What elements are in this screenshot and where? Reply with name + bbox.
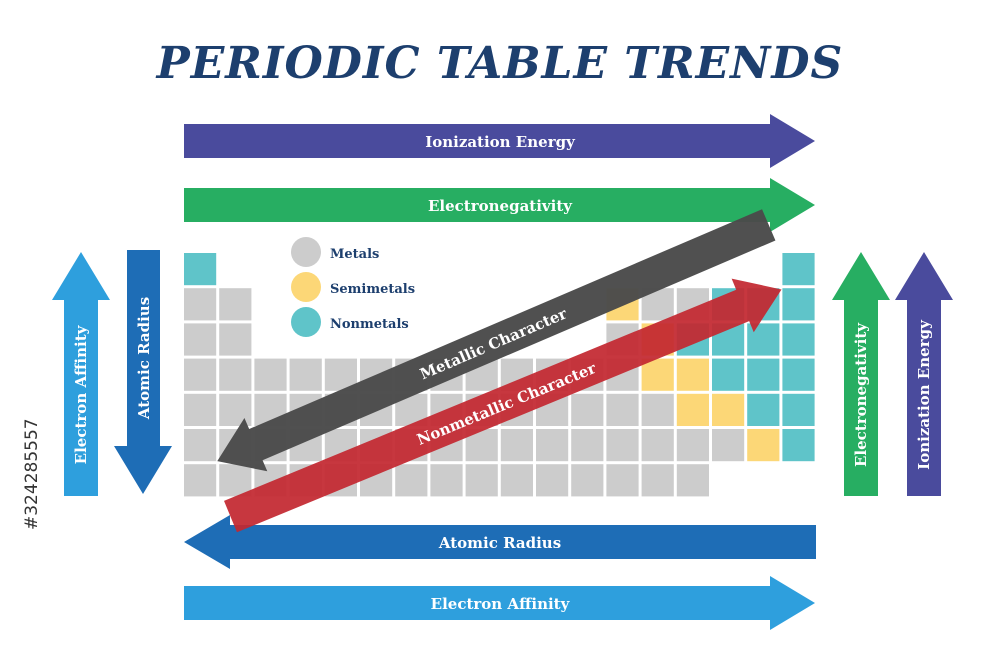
- electron-affinity-arrow-left: Electron Affinity: [52, 252, 110, 496]
- element-cell: [184, 253, 217, 286]
- electron-affinity-arrow-bottom: Electron Affinity: [184, 576, 815, 630]
- element-cell: [747, 393, 780, 426]
- legend-label-semimetals: Semimetals: [330, 282, 415, 297]
- element-cell: [254, 358, 287, 391]
- element-cell: [676, 429, 709, 462]
- ionization-energy-arrow-top: Ionization Energy: [184, 114, 815, 168]
- element-cell: [536, 464, 569, 497]
- element-cell: [289, 358, 322, 391]
- legend: Metals Semimetals Nonmetals: [291, 237, 415, 337]
- element-cell: [606, 464, 639, 497]
- electronegativity-label-top: Electronegativity: [428, 197, 573, 215]
- element-cell: [747, 358, 780, 391]
- element-cell: [641, 358, 674, 391]
- element-cell: [782, 358, 815, 391]
- atomic-radius-arrow-left: Atomic Radius: [114, 250, 172, 494]
- element-cell: [184, 323, 217, 356]
- element-cell: [536, 429, 569, 462]
- element-cell: [782, 288, 815, 321]
- element-cell: [465, 464, 498, 497]
- electronegativity-label-right: Electronegativity: [852, 322, 870, 467]
- element-cell: [500, 429, 533, 462]
- element-cell: [641, 429, 674, 462]
- element-cell: [712, 393, 745, 426]
- legend-swatch-semimetals: [291, 272, 321, 302]
- legend-label-metals: Metals: [330, 247, 379, 262]
- electron-affinity-label-left: Electron Affinity: [72, 324, 90, 464]
- element-cell: [184, 358, 217, 391]
- legend-swatch-metals: [291, 237, 321, 267]
- atomic-radius-label-left: Atomic Radius: [135, 297, 153, 420]
- element-cell: [219, 288, 252, 321]
- element-cell: [747, 429, 780, 462]
- ionization-energy-label-top: Ionization Energy: [425, 133, 576, 151]
- stock-image-id: #324285557: [22, 418, 42, 530]
- element-cell: [641, 393, 674, 426]
- element-cell: [782, 323, 815, 356]
- element-cell: [219, 464, 252, 497]
- element-cell: [184, 288, 217, 321]
- ionization-energy-arrow-right: Ionization Energy: [895, 252, 953, 496]
- element-cell: [184, 393, 217, 426]
- element-cell: [571, 393, 604, 426]
- legend-swatch-nonmetals: [291, 307, 321, 337]
- atomic-radius-arrow-bottom: Atomic Radius: [184, 515, 816, 569]
- element-cell: [395, 464, 428, 497]
- element-cell: [184, 429, 217, 462]
- element-cell: [747, 323, 780, 356]
- element-cell: [676, 358, 709, 391]
- element-cell: [571, 429, 604, 462]
- electronegativity-arrow-top: Electronegativity: [184, 178, 815, 232]
- element-cell: [571, 464, 604, 497]
- element-cell: [219, 393, 252, 426]
- element-cell: [219, 358, 252, 391]
- element-cell: [782, 253, 815, 286]
- legend-label-nonmetals: Nonmetals: [330, 317, 409, 332]
- element-cell: [641, 464, 674, 497]
- atomic-radius-label-bottom: Atomic Radius: [438, 534, 561, 552]
- periodic-table-grid: [184, 253, 815, 497]
- page-title: PERIODIC TABLE TRENDS: [156, 38, 844, 89]
- element-cell: [712, 429, 745, 462]
- electron-affinity-label-bottom: Electron Affinity: [431, 595, 571, 613]
- electronegativity-arrow-right: Electronegativity: [832, 252, 890, 496]
- ionization-energy-label-right: Ionization Energy: [915, 319, 933, 470]
- element-cell: [782, 429, 815, 462]
- element-cell: [606, 429, 639, 462]
- element-cell: [782, 393, 815, 426]
- element-cell: [676, 393, 709, 426]
- element-cell: [676, 464, 709, 497]
- element-cell: [430, 464, 463, 497]
- element-cell: [712, 358, 745, 391]
- element-cell: [500, 464, 533, 497]
- element-cell: [606, 393, 639, 426]
- element-cell: [184, 464, 217, 497]
- element-cell: [219, 323, 252, 356]
